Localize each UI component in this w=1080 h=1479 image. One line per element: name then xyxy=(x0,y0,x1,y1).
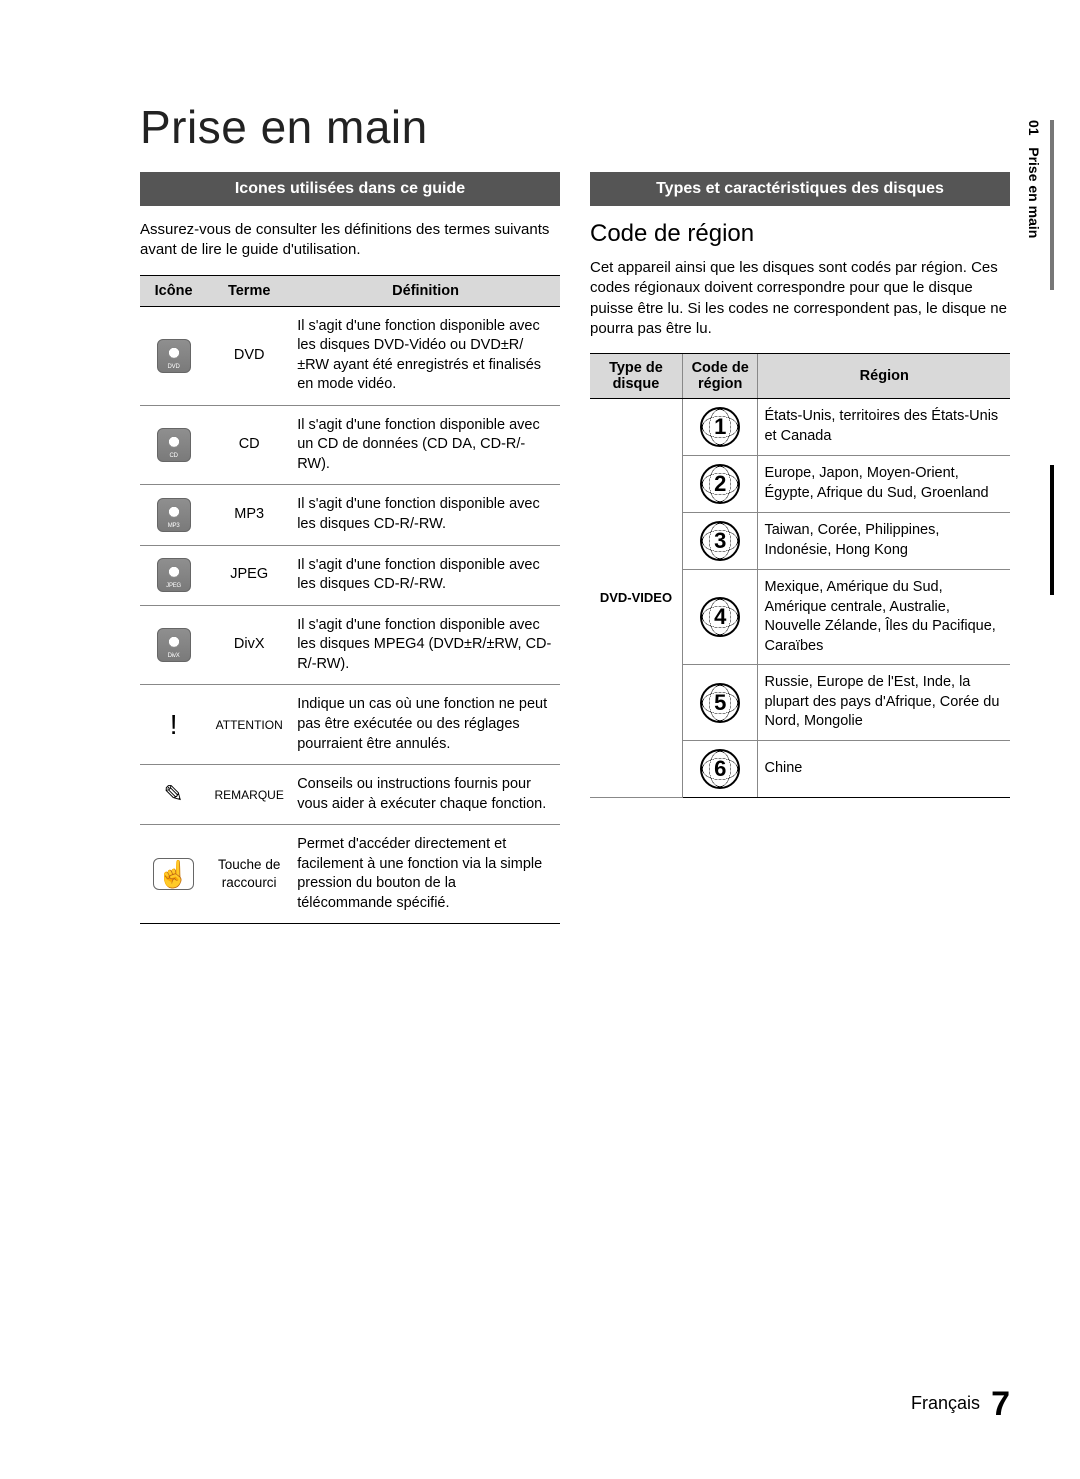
table-row: MP3 Il s'agit d'une fonction disponible … xyxy=(140,485,560,545)
globe-icon: 1 xyxy=(700,407,740,447)
disc-type-cell: DVD-VIDEO xyxy=(590,399,682,798)
term-cell: DVD xyxy=(207,306,291,405)
region-cell: Mexique, Amérique du Sud, Amérique centr… xyxy=(758,570,1010,665)
definition-cell: Permet d'accéder directement et facileme… xyxy=(291,825,560,924)
attention-icon: ! xyxy=(170,711,178,739)
definition-cell: Il s'agit d'une fonction disponible avec… xyxy=(291,605,560,685)
icons-table-header-definition: Définition xyxy=(291,275,560,306)
region-table-header-type: Type de disque xyxy=(590,354,682,399)
page: 01 Prise en main Prise en main Icones ut… xyxy=(0,0,1080,1479)
globe-icon: 2 xyxy=(700,464,740,504)
table-row: ☝ Touche de raccourci Permet d'accéder d… xyxy=(140,825,560,924)
page-footer: Français 7 xyxy=(911,1385,1010,1424)
term-cell: MP3 xyxy=(207,485,291,545)
note-icon: ✎ xyxy=(164,783,184,807)
left-column: Icones utilisées dans ce guide Assurez-v… xyxy=(140,172,560,924)
content-columns: Icones utilisées dans ce guide Assurez-v… xyxy=(140,172,1010,924)
table-row: CD Il s'agit d'une fonction disponible a… xyxy=(140,405,560,485)
right-column: Types et caractéristiques des disques Co… xyxy=(590,172,1010,924)
disc-icon xyxy=(157,498,191,532)
term-cell: ATTENTION xyxy=(207,685,291,765)
region-code-heading: Code de région xyxy=(590,220,1010,248)
definition-cell: Conseils ou instructions fournis pour vo… xyxy=(291,765,560,825)
table-row: DivX Il s'agit d'une fonction disponible… xyxy=(140,605,560,685)
left-intro: Assurez-vous de consulter les définition… xyxy=(140,220,560,261)
definition-cell: Il s'agit d'une fonction disponible avec… xyxy=(291,405,560,485)
icons-table: Icône Terme Définition DVD Il s'agit d'u… xyxy=(140,275,560,925)
icons-table-header-term: Terme xyxy=(207,275,291,306)
region-table-header-region: Région xyxy=(758,354,1010,399)
region-cell: Chine xyxy=(758,740,1010,797)
disc-icon xyxy=(157,558,191,592)
section-name: Prise en main xyxy=(1026,147,1042,238)
side-tab: 01 Prise en main xyxy=(1026,120,1042,238)
definition-cell: Il s'agit d'une fonction disponible avec… xyxy=(291,545,560,605)
table-row: ✎ REMARQUE Conseils ou instructions four… xyxy=(140,765,560,825)
region-cell: Europe, Japon, Moyen-Orient, Égypte, Afr… xyxy=(758,456,1010,513)
term-cell: DivX xyxy=(207,605,291,685)
table-row: ! ATTENTION Indique un cas où une foncti… xyxy=(140,685,560,765)
definition-cell: Il s'agit d'une fonction disponible avec… xyxy=(291,306,560,405)
region-cell: Russie, Europe de l'Est, Inde, la plupar… xyxy=(758,665,1010,741)
right-section-bar: Types et caractéristiques des disques xyxy=(590,172,1010,206)
disc-icon xyxy=(157,428,191,462)
term-cell: REMARQUE xyxy=(207,765,291,825)
definition-cell: Indique un cas où une fonction ne peut p… xyxy=(291,685,560,765)
page-number: 7 xyxy=(991,1385,1010,1423)
globe-icon: 6 xyxy=(700,749,740,789)
right-intro: Cet appareil ainsi que les disques sont … xyxy=(590,258,1010,339)
table-row: DVD-VIDEO 1 États-Unis, territoires des … xyxy=(590,399,1010,456)
region-cell: Taiwan, Corée, Philippines, Indonésie, H… xyxy=(758,513,1010,570)
icons-table-header-icon: Icône xyxy=(140,275,207,306)
globe-icon: 3 xyxy=(700,521,740,561)
table-row: JPEG Il s'agit d'une fonction disponible… xyxy=(140,545,560,605)
term-cell: CD xyxy=(207,405,291,485)
globe-icon: 4 xyxy=(700,597,740,637)
region-cell: États-Unis, territoires des États-Unis e… xyxy=(758,399,1010,456)
disc-icon xyxy=(157,339,191,373)
table-row: DVD Il s'agit d'une fonction disponible … xyxy=(140,306,560,405)
term-cell: Touche de raccourci xyxy=(207,825,291,924)
term-cell: JPEG xyxy=(207,545,291,605)
disc-icon xyxy=(157,628,191,662)
shortcut-icon: ☝ xyxy=(153,858,193,890)
globe-icon: 5 xyxy=(700,683,740,723)
region-table-header-code: Code de région xyxy=(682,354,758,399)
footer-language: Français xyxy=(911,1393,980,1413)
left-section-bar: Icones utilisées dans ce guide xyxy=(140,172,560,206)
definition-cell: Il s'agit d'une fonction disponible avec… xyxy=(291,485,560,545)
region-table: Type de disque Code de région Région DVD… xyxy=(590,353,1010,798)
section-number: 01 xyxy=(1026,120,1042,136)
page-title: Prise en main xyxy=(140,100,1010,154)
